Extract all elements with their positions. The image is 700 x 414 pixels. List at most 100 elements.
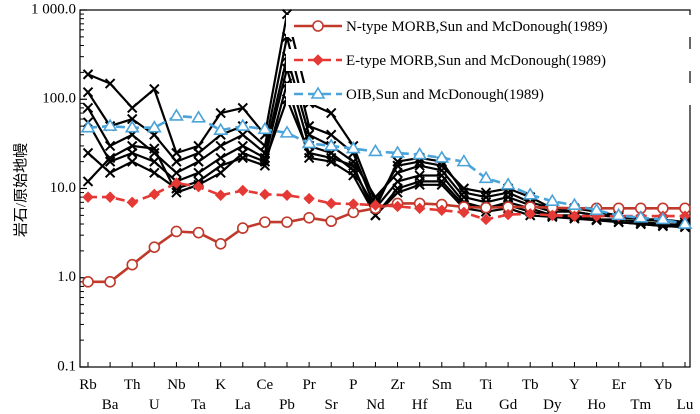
data-point [568, 210, 581, 222]
data-point [171, 147, 182, 159]
data-point [82, 191, 94, 203]
data-point [104, 191, 116, 203]
data-point [546, 209, 559, 222]
data-point [502, 208, 514, 221]
data-point [193, 167, 204, 178]
data-point [348, 160, 359, 171]
data-point [149, 167, 160, 178]
data-point [213, 122, 229, 136]
x-tick-label-y: Y [569, 377, 580, 393]
data-point [192, 226, 205, 239]
data-point [149, 156, 160, 167]
data-point [655, 211, 671, 225]
data-point [149, 83, 160, 95]
data-point [392, 167, 403, 178]
x-tick-label-sm: Sm [432, 377, 452, 393]
data-point [148, 188, 161, 201]
x-tick-label-k: K [215, 377, 226, 393]
data-point [524, 208, 536, 220]
x-tick-label-rb: Rb [79, 377, 97, 393]
data-point [169, 108, 184, 121]
data-point [191, 110, 206, 123]
data-point [148, 241, 161, 253]
x-tick-label-ba: Ba [102, 397, 119, 413]
x-tick-label-la: La [235, 397, 251, 413]
data-point [478, 170, 494, 184]
data-point [279, 125, 295, 138]
data-point [303, 192, 315, 205]
data-point [104, 140, 116, 152]
data-point [215, 107, 226, 119]
data-point [369, 199, 382, 211]
x-tick-label-nd: Nd [366, 397, 385, 413]
data-point [257, 121, 273, 135]
data-point [215, 167, 226, 178]
data-point [170, 177, 183, 189]
data-point [149, 143, 160, 154]
data-point [303, 211, 315, 224]
data-point [368, 143, 383, 157]
legend-entry-background [286, 15, 696, 37]
y-tick-label: 1.0 [57, 269, 76, 285]
x-tick-label-pr: Pr [302, 377, 315, 393]
x-tick-label-pb: Pb [279, 397, 295, 413]
data-point [82, 176, 94, 187]
data-point [214, 238, 227, 250]
data-point [235, 118, 251, 131]
legend-entry: N-type MORB,Sun and McDonough(1989) [286, 15, 696, 37]
x-tick-label-hf: Hf [412, 397, 428, 413]
x-tick-label-ce: Ce [257, 377, 274, 393]
data-point [171, 156, 182, 167]
data-point [414, 179, 425, 191]
data-point [458, 183, 470, 194]
x-tick-label-gd: Gd [499, 397, 518, 413]
data-point [456, 154, 472, 167]
series-line [88, 181, 685, 221]
data-point [589, 202, 604, 216]
y-axis-title: 岩石/原始地幔 [12, 143, 29, 237]
x-tick-label-zr: Zr [390, 377, 404, 393]
data-point [480, 201, 492, 214]
legend-entry-background [286, 83, 696, 105]
x-tick-label-dy: Dy [543, 397, 562, 413]
data-point [237, 129, 248, 140]
series-line [87, 114, 686, 226]
data-point [325, 197, 337, 210]
data-point [370, 191, 381, 203]
data-point [345, 141, 361, 154]
data-point [126, 196, 138, 209]
data-point [82, 86, 94, 98]
data-point [326, 129, 337, 140]
data-point [170, 225, 183, 238]
data-point [325, 215, 338, 228]
legend-label: N-type MORB,Sun and McDonough(1989) [346, 19, 608, 35]
data-point [312, 20, 324, 32]
data-point [434, 150, 450, 163]
data-point [281, 216, 293, 228]
series-line [87, 55, 686, 224]
x-tick-label-yb: Yb [654, 377, 672, 393]
data-point [391, 200, 404, 213]
data-point [414, 160, 425, 171]
legend-label: E-type MORB,Sun and McDonough(1989) [346, 53, 606, 69]
data-point [82, 147, 94, 159]
data-point [146, 120, 162, 133]
data-point [413, 202, 426, 215]
data-point [237, 184, 249, 197]
data-point [259, 188, 271, 201]
legend-entry: OIB,Sun and McDonough(1989) [286, 83, 696, 105]
data-point [392, 156, 403, 167]
data-point [390, 145, 405, 158]
data-point [127, 113, 138, 125]
series-oib [80, 108, 693, 229]
x-tick-label-eu: Eu [456, 397, 473, 413]
data-point [104, 78, 116, 89]
x-tick-label-ho: Ho [587, 397, 605, 413]
legend-label: OIB,Sun and McDonough(1989) [346, 87, 544, 103]
data-point [281, 189, 293, 201]
data-point [458, 187, 470, 198]
data-point [193, 156, 204, 167]
data-point [412, 147, 428, 160]
